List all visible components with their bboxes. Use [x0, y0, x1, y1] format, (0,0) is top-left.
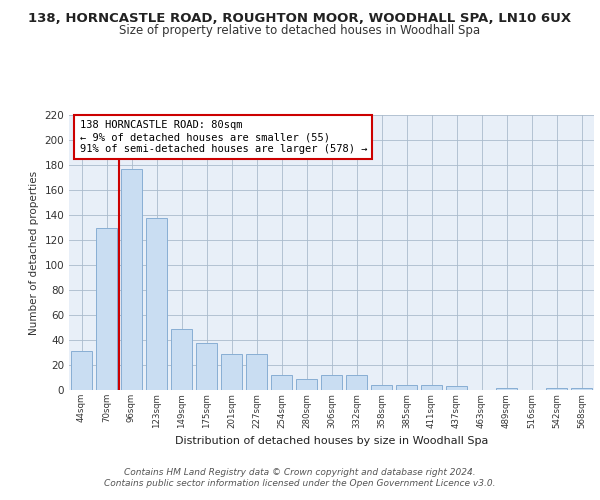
Text: Contains HM Land Registry data © Crown copyright and database right 2024.
Contai: Contains HM Land Registry data © Crown c…: [104, 468, 496, 487]
Bar: [546, 388, 567, 390]
Bar: [196, 342, 217, 390]
Bar: [321, 375, 342, 390]
Bar: [396, 385, 417, 390]
Bar: [246, 354, 267, 390]
Bar: [346, 375, 367, 390]
Text: 138 HORNCASTLE ROAD: 80sqm
← 9% of detached houses are smaller (55)
91% of semi-: 138 HORNCASTLE ROAD: 80sqm ← 9% of detac…: [79, 120, 367, 154]
Bar: [446, 386, 467, 390]
Text: 138, HORNCASTLE ROAD, ROUGHTON MOOR, WOODHALL SPA, LN10 6UX: 138, HORNCASTLE ROAD, ROUGHTON MOOR, WOO…: [28, 12, 572, 26]
Bar: [296, 379, 317, 390]
Text: Size of property relative to detached houses in Woodhall Spa: Size of property relative to detached ho…: [119, 24, 481, 37]
X-axis label: Distribution of detached houses by size in Woodhall Spa: Distribution of detached houses by size …: [175, 436, 488, 446]
Bar: [71, 351, 92, 390]
Bar: [146, 218, 167, 390]
Bar: [96, 228, 117, 390]
Bar: [221, 354, 242, 390]
Bar: [571, 388, 592, 390]
Bar: [171, 329, 192, 390]
Y-axis label: Number of detached properties: Number of detached properties: [29, 170, 39, 334]
Bar: [496, 388, 517, 390]
Bar: [271, 375, 292, 390]
Bar: [371, 385, 392, 390]
Bar: [421, 385, 442, 390]
Bar: [121, 169, 142, 390]
